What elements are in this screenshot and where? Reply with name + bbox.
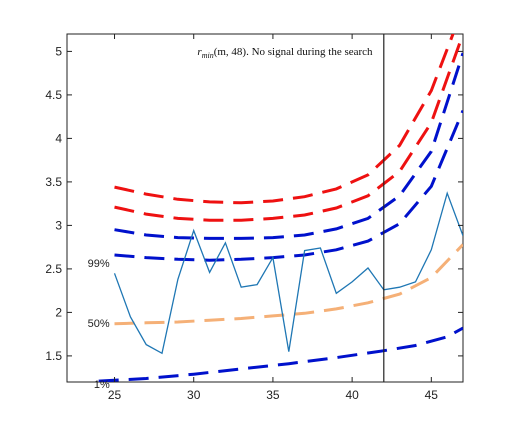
dashed-quantile-curve [114, 34, 455, 205]
y-tick-label: 5 [55, 44, 62, 58]
series-layer [98, 34, 463, 382]
y-tick-label: 3 [55, 218, 62, 232]
y-tick-label: 3.5 [45, 175, 62, 189]
x-tick-label: 40 [345, 388, 359, 402]
percentile-annotation: 99% [88, 258, 110, 270]
dashed-quantile-curve [114, 34, 463, 222]
y-tick-label: 2.5 [45, 262, 62, 276]
plot-area [66, 33, 464, 383]
y-tick-label: 2 [55, 305, 62, 319]
observed-series-line [113, 191, 463, 355]
dashed-quantile-curve [114, 52, 463, 240]
x-tick-label: 45 [425, 388, 439, 402]
y-tick-label: 4.5 [45, 88, 62, 102]
chart-title: rmin(m, 48). No signal during the search [197, 46, 373, 60]
title-symbol: r [197, 46, 202, 58]
y-tick-label: 1.5 [45, 349, 62, 363]
title-subscript: min [202, 51, 214, 60]
y-tick-label: 4 [55, 131, 62, 145]
title-text: (m, 48). No signal during the search [214, 46, 373, 58]
x-tick-label: 30 [187, 388, 201, 402]
x-tick-label: 35 [266, 388, 280, 402]
annotations-layer: 99% 50% 1% [88, 258, 110, 391]
percentile-annotation: 50% [88, 318, 110, 330]
x-tick-label: 25 [108, 388, 122, 402]
percentile-annotation: 1% [94, 379, 110, 391]
dashed-quantile-curve [98, 326, 463, 382]
ticks-layer: 25 30 35 40 45 1.5 2 2.5 3 3.5 4 4.5 5 [45, 34, 463, 402]
